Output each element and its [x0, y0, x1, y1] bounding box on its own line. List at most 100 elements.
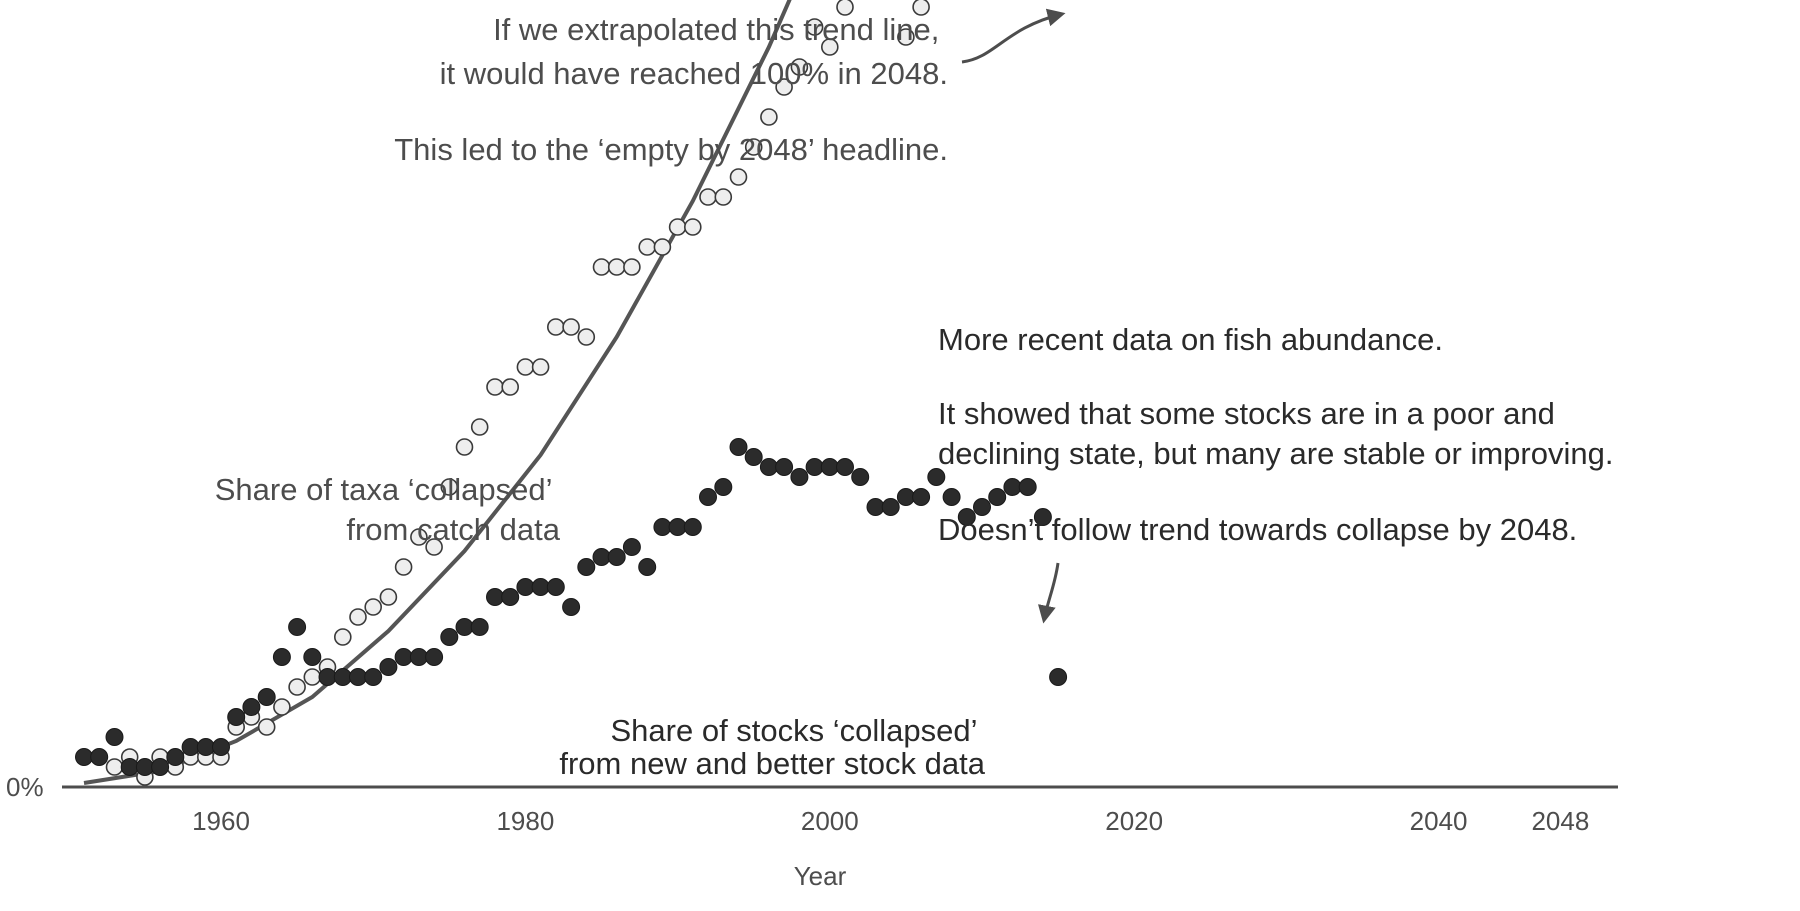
- data-point-stock: [516, 578, 535, 596]
- arrow-to-extrapolation: [961, 8, 1066, 64]
- data-point-stock: [988, 488, 1007, 506]
- data-point-stock: [820, 458, 839, 476]
- data-point-stock: [1003, 478, 1022, 496]
- data-point-stock: [120, 758, 139, 776]
- data-point-stock: [607, 548, 626, 566]
- data-point-catch: [516, 358, 535, 376]
- data-point-catch: [303, 668, 322, 686]
- data-point-stock: [318, 668, 337, 686]
- data-point-catch: [607, 258, 626, 276]
- data-point-stock: [577, 558, 596, 576]
- data-point-stock: [896, 488, 915, 506]
- data-point-stock: [942, 488, 961, 506]
- data-point-stock: [501, 588, 520, 606]
- data-point-stock: [227, 708, 246, 726]
- x-tick-label: 2020: [1105, 806, 1163, 836]
- data-point-stock: [1033, 508, 1052, 526]
- data-point-catch: [501, 378, 520, 396]
- data-point-catch: [273, 698, 291, 716]
- data-point-stock: [683, 518, 702, 536]
- data-point-stock: [881, 498, 900, 516]
- data-point-stock: [562, 598, 581, 616]
- data-point-catch: [105, 758, 124, 776]
- data-point-catch: [805, 18, 824, 36]
- data-point-stock: [1018, 478, 1037, 496]
- data-point-catch: [699, 188, 717, 206]
- data-point-catch: [638, 238, 657, 256]
- data-point-catch: [623, 258, 641, 276]
- data-point-stock: [973, 498, 991, 516]
- data-point-stock: [866, 498, 885, 516]
- data-point-stock: [699, 488, 717, 506]
- data-point-stock: [912, 488, 931, 506]
- data-point-catch: [668, 218, 687, 236]
- data-point-stock: [546, 578, 565, 596]
- data-point-catch: [257, 718, 276, 736]
- data-point-stock: [470, 618, 489, 636]
- data-point-catch: [775, 78, 793, 96]
- data-point-stock: [714, 478, 733, 496]
- data-point-stock: [425, 648, 444, 666]
- data-point-catch: [729, 168, 748, 186]
- data-point-stock: [364, 668, 383, 686]
- data-point-stock: [90, 748, 109, 766]
- data-point-catch: [531, 358, 550, 376]
- data-point-catch: [760, 108, 778, 126]
- data-point-catch: [394, 558, 413, 576]
- data-point-catch: [820, 38, 839, 56]
- data-point-stock: [805, 458, 824, 476]
- data-point-catch: [897, 28, 915, 46]
- data-point-stock: [440, 628, 459, 646]
- data-point-stock: [379, 658, 398, 676]
- data-point-catch: [714, 188, 733, 206]
- data-point-stock: [333, 668, 352, 686]
- data-point-stock: [288, 618, 307, 636]
- data-point-catch: [790, 58, 809, 76]
- data-point-catch: [379, 588, 398, 606]
- data-point-stock: [105, 728, 124, 746]
- label-stocks-collapsed: Share of stocks ‘collapsed’ from new and…: [559, 713, 985, 781]
- arrow-to-recent-data: [1038, 562, 1060, 624]
- series-open-circles: [105, 0, 930, 786]
- data-point-stock: [272, 648, 291, 666]
- y-tick-label: 0%: [6, 772, 44, 802]
- data-point-catch: [470, 418, 489, 436]
- trend-line: [83, 0, 792, 785]
- data-point-stock: [409, 648, 428, 666]
- data-point-stock: [257, 688, 276, 706]
- data-point-stock: [242, 698, 261, 716]
- x-tick-label: 2048: [1531, 806, 1589, 836]
- data-point-stock: [927, 468, 946, 486]
- annotation-no-trend: Doesn’t follow trend towards collapse by…: [938, 512, 1577, 547]
- x-tick-label: 1980: [496, 806, 554, 836]
- data-point-stock: [303, 648, 322, 666]
- data-point-catch: [288, 678, 306, 696]
- data-point-stock: [622, 538, 641, 556]
- data-point-stock: [349, 668, 367, 686]
- data-point-stock: [851, 468, 870, 486]
- data-point-catch: [912, 0, 930, 16]
- data-point-stock: [653, 518, 672, 536]
- data-point-catch: [349, 608, 367, 626]
- data-point-stock: [957, 508, 976, 526]
- data-point-stock: [790, 468, 809, 486]
- annotation-extrapolation: If we extrapolated this trend line, it w…: [440, 12, 948, 91]
- data-point-stock: [486, 588, 504, 606]
- data-point-catch: [333, 628, 352, 646]
- annotation-stocks-state: It showed that some stocks are in a poor…: [938, 396, 1613, 471]
- series-filled-circles: [75, 438, 1068, 776]
- data-point-stock: [135, 758, 154, 776]
- label-taxa-collapsed: Share of taxa ‘collapsed’ from catch dat…: [215, 472, 561, 547]
- data-point-catch: [683, 218, 702, 236]
- data-point-catch: [455, 438, 474, 456]
- data-point-stock: [75, 748, 93, 766]
- data-point-stock: [836, 458, 854, 476]
- data-point-stock: [531, 578, 550, 596]
- data-point-catch: [364, 598, 383, 616]
- data-point-stock: [592, 548, 611, 566]
- annotation-headline: This led to the ‘empty by 2048’ headline…: [394, 132, 948, 167]
- data-point-catch: [440, 478, 459, 496]
- data-point-catch: [410, 528, 428, 546]
- x-tick-label: 2000: [801, 806, 859, 836]
